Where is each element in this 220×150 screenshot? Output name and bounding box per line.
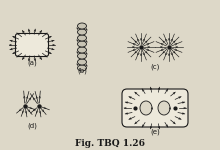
Ellipse shape — [77, 35, 86, 41]
Ellipse shape — [77, 23, 86, 29]
Ellipse shape — [158, 101, 170, 115]
Text: (c): (c) — [150, 64, 160, 70]
Ellipse shape — [77, 29, 86, 35]
Text: (b): (b) — [77, 68, 87, 74]
Text: (e): (e) — [150, 129, 160, 135]
Ellipse shape — [140, 101, 152, 115]
Text: (d): (d) — [27, 123, 37, 129]
FancyBboxPatch shape — [15, 33, 48, 57]
Ellipse shape — [77, 53, 86, 59]
Ellipse shape — [77, 47, 86, 53]
Ellipse shape — [77, 59, 86, 65]
Text: Fig. TBQ 1.26: Fig. TBQ 1.26 — [75, 140, 145, 148]
Text: (a): (a) — [27, 60, 37, 66]
FancyBboxPatch shape — [122, 89, 188, 127]
Ellipse shape — [77, 65, 86, 71]
Ellipse shape — [77, 41, 86, 47]
